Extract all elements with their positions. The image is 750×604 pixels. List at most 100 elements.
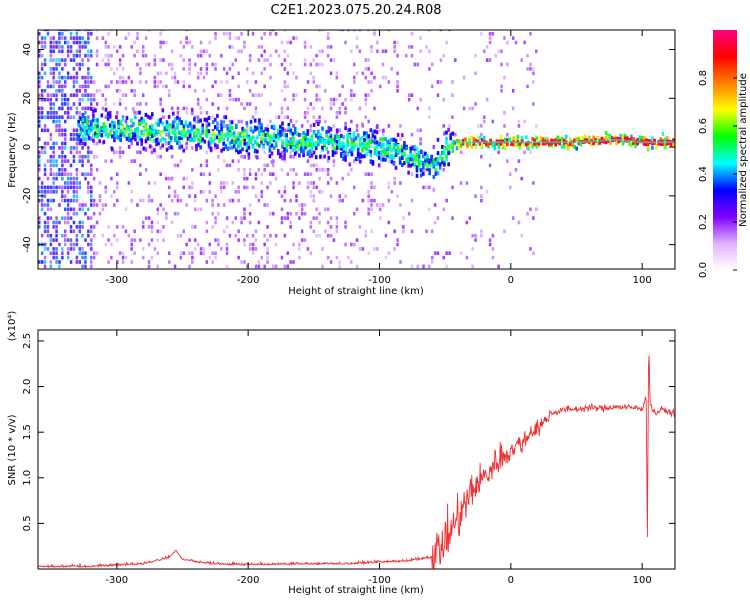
spectrogram-cell [107,225,110,229]
spectrogram-cell [300,142,303,146]
spectrogram-cell [155,132,158,137]
spectrogram-cell [526,53,529,58]
spectrogram-cell [246,233,249,238]
spectrogram-cell [409,157,412,162]
spectrogram-cell [61,89,64,93]
spectrogram-cell [104,84,107,89]
spectrogram-cell [254,176,258,181]
spectrogram-cell [92,141,96,146]
spectrogram-cell [386,151,389,156]
spectrogram-cell [376,203,379,207]
spectrogram-cell [445,130,448,135]
spectrogram-cell [98,198,102,203]
spectrogram-cell [64,185,67,190]
spectrogram-cell [113,71,116,76]
spectrogram-cell [381,49,385,54]
spectrogram-cell [415,165,419,170]
spectrogram-cell [363,138,366,142]
spectrogram-cell [347,30,350,32]
spectrogram-cell [209,138,213,143]
spectrogram-cell [52,159,55,163]
spectrogram-cell [356,153,360,158]
spectrogram-cell [168,185,171,190]
spectrogram-cell [332,238,336,242]
spectrogram-cell [251,93,255,97]
spectrogram-cell [64,194,67,198]
spectrogram-cell [263,203,266,207]
spectrogram-cell [535,136,539,141]
spectrogram-cell [159,30,162,32]
spectrogram-cell [289,260,292,264]
spectrogram-cell [38,49,41,54]
spectrogram-cell [110,159,113,163]
spectrogram-cell [312,181,315,185]
spectrogram-cell [228,126,232,131]
spectrogram-cell [415,168,419,173]
spectrogram-cell [529,143,532,148]
spectrogram-cell [298,216,301,220]
spectrogram-cell [78,154,81,159]
spectrogram-cell [123,134,127,139]
spectrogram-cell [344,220,347,225]
spectrogram-cell [270,159,274,164]
spectrogram-cell [237,144,240,149]
spectrogram-cell [94,131,97,136]
spectrogram-cell [178,136,181,141]
spectrogram-cell [367,30,370,32]
spectrogram-cell [254,229,258,234]
spectrogram-cell [72,84,76,89]
spectrogram-cell [157,141,160,146]
spectrogram-cell [428,207,431,212]
spectrogram-cell [110,80,113,84]
spectrogram-cell [346,133,349,138]
spectrogram-cell [81,128,84,133]
spectrogram-cell [87,93,90,97]
spectrogram-cell [309,220,313,225]
spectrogram-cell [84,264,87,269]
spectrogram-cell [269,102,272,106]
spectrogram-cell [211,84,214,89]
spectrogram-cell [344,126,347,131]
spectrogram-cell [338,264,341,269]
spectrogram-cell [367,58,370,62]
spectrogram-cell [254,93,258,97]
spectrogram-cell [69,181,73,185]
spectrogram-cell [539,136,543,141]
spectrogram-cell [66,106,70,111]
spectrogram-cell [64,198,67,203]
spectrogram-cell [179,53,183,58]
spectrogram-cell [253,118,257,123]
spectrogram-cell [274,233,278,238]
spectrogram-cell [144,62,148,67]
spectrogram-cell [155,142,158,147]
spectrogram-cell [142,255,145,260]
spectrogram-cell [369,159,373,164]
spectrogram-cell [132,121,135,126]
spectrogram-cell [185,30,188,32]
spectrogram-cell [243,168,246,172]
spectrogram-cell [38,220,41,225]
spectrogram-cell [108,111,112,115]
spectrogram-ytick-label: -40 [22,236,33,252]
spectrogram-cell [243,260,246,264]
spectrogram-cell [92,233,96,238]
spectrogram-cell [380,150,383,155]
spectrogram-cell [367,211,370,216]
spectrogram-cell [445,40,448,45]
spectrogram-cell [659,141,663,146]
spectrogram-cell [465,255,469,260]
spectrogram-cell [430,163,433,168]
spectrogram-cell [150,238,154,242]
spectrogram-cell [69,238,73,242]
spectrogram-cell [609,141,612,145]
spectrogram-cell [81,233,84,238]
spectrogram-cell [61,49,64,54]
spectrogram-cell [237,255,240,260]
spectrogram-cell [165,84,168,89]
spectrogram-cell [283,97,287,102]
spectrogram-cell [535,49,538,54]
spectrogram-cell [445,264,448,269]
spectrogram-cell [239,142,242,147]
spectrogram-cell [52,176,55,181]
spectrogram-cell [517,220,521,225]
